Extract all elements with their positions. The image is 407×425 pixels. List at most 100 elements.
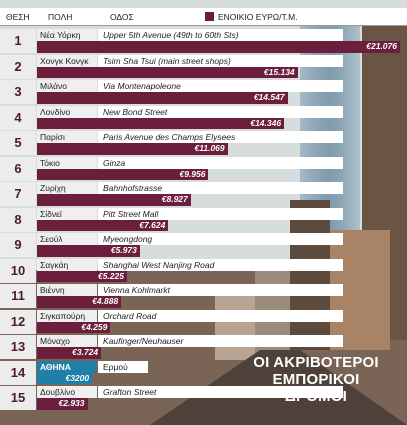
table-row: 3 Μιλάνο Via Montenapoleone €14.547 — [0, 80, 407, 106]
rank-label: 15 — [0, 386, 36, 410]
street-label: Myeongdong — [98, 233, 343, 245]
table-row: 6 Τόκιο Ginza €9.956 — [0, 156, 407, 183]
value-label: €4.888 — [92, 296, 119, 306]
city-label: Νέα Υόρκη — [37, 29, 97, 41]
street-label: Tsim Sha Tsui (main street shops) — [98, 54, 343, 67]
caption-line-1: ΟΙ ΑΚΡΙΒΟΤΕΡΟΙ — [253, 354, 379, 371]
bar — [37, 143, 228, 155]
table-row: 1 Νέα Υόρκη Upper 5th Avenue (49th to 60th… — [0, 29, 407, 55]
city-label: Σιγκαπούρη — [37, 309, 97, 322]
rank-label: 4 — [0, 105, 36, 130]
table-header: ΘΕΣΗ ΠΟΛΗ ΟΔΟΣ ΕΝΟΙΚΙΟ ΕΥΡΩ/Τ.Μ. — [0, 8, 407, 26]
rank-label: 13 — [0, 335, 36, 359]
value-label: €3.724 — [72, 347, 99, 357]
street-label: Vienna Kohlmarkt — [98, 284, 343, 296]
bar — [37, 41, 400, 53]
street-label: Via Montenapoleone — [98, 80, 343, 92]
street-label: Grafton Street — [98, 386, 343, 398]
table-row: 10 Σαγκάη Shanghai West Nanjing Road €5.225 — [0, 258, 407, 285]
street-label: Ερμού — [98, 360, 148, 373]
city-label: Σίδνεϊ — [37, 207, 97, 220]
street-label: Bahnhofstrasse — [98, 182, 343, 194]
table-row: 14 ΑΘΗΝΑ Ερμού €3200 — [0, 360, 407, 387]
legend-label: ΕΝΟΙΚΙΟ ΕΥΡΩ/Τ.Μ. — [218, 12, 298, 22]
bar — [37, 321, 111, 333]
table-row: 15 Δουβλίνο Grafton Street €2.933 — [0, 386, 407, 412]
rank-label: 5 — [0, 131, 36, 155]
city-label: Σαγκάη — [37, 258, 97, 271]
table-row: 7 Ζυρίχη Bahnhofstrasse €8.927 — [0, 182, 407, 208]
value-label: €5.973 — [110, 245, 137, 255]
city-label: Χονγκ Κονγκ — [37, 54, 97, 67]
bar — [37, 117, 285, 129]
value-label: €8.927 — [161, 194, 188, 204]
city-label: Μιλάνο — [37, 80, 97, 92]
header-city: ΠΟΛΗ — [48, 12, 73, 22]
rank-label: 8 — [0, 207, 36, 232]
rank-label: 11 — [0, 284, 36, 308]
rank-label: 1 — [0, 29, 36, 53]
city-label: ΑΘΗΝΑ — [37, 360, 97, 373]
city-label: Τόκιο — [37, 156, 97, 169]
street-label: Kaufinger/Neuhauser — [98, 335, 343, 347]
caption-line-2: ΕΜΠΟΡΙΚΟΙ ΔΡΟΜΟΙ — [272, 371, 360, 405]
street-label: Pitt Street Mall — [98, 207, 343, 220]
table-row: 2 Χονγκ Κονγκ Tsim Sha Tsui (main street s… — [0, 54, 407, 81]
city-label: Ζυρίχη — [37, 182, 97, 194]
bar — [37, 398, 88, 410]
street-label: Ginza — [98, 156, 343, 169]
value-label: €21.076 — [366, 41, 397, 51]
bar — [37, 66, 298, 78]
table-row: 5 Παρίσι Paris Avenue des Champs Elysees €1… — [0, 131, 407, 157]
city-label: Παρίσι — [37, 131, 97, 143]
header-rank: ΘΕΣΗ — [6, 12, 30, 22]
value-label: €15.134 — [263, 66, 295, 77]
header-street: ΟΔΟΣ — [110, 12, 134, 22]
street-label: New Bond Street — [98, 105, 343, 118]
rank-label: 6 — [0, 156, 36, 181]
rank-label: 3 — [0, 80, 36, 104]
value-label: €4.259 — [81, 321, 108, 332]
bar — [37, 194, 191, 206]
value-label: €7.624 — [139, 219, 166, 230]
table-row: 4 Λονδίνο New Bond Street €14.346 — [0, 105, 407, 132]
value-label: €5.225 — [97, 270, 124, 281]
value-label: €9.956 — [179, 168, 206, 179]
table-row: 13 Μόναχο Kaufinger/Neuhauser €3.724 — [0, 335, 407, 361]
value-label: €3200 — [65, 372, 90, 383]
street-label: Shanghai West Nanjing Road — [98, 258, 343, 271]
chart-caption: ΟΙ ΑΚΡΙΒΟΤΕΡΟΙ ΕΜΠΟΡΙΚΟΙ ΔΡΟΜΟΙ — [241, 354, 391, 405]
table-row: 8 Σίδνεϊ Pitt Street Mall €7.624 — [0, 207, 407, 234]
legend-swatch — [205, 12, 214, 21]
city-label: Δουβλίνο — [37, 386, 97, 398]
bar — [37, 372, 93, 384]
value-label: €2.933 — [58, 398, 85, 408]
table-row: 9 Σεούλ Myeongdong €5.973 — [0, 233, 407, 259]
bar — [37, 92, 288, 104]
city-label: Μόναχο — [37, 335, 97, 347]
city-label: Λονδίνο — [37, 105, 97, 118]
bar — [37, 245, 140, 257]
value-label: €14.346 — [250, 117, 282, 128]
street-label: Paris Avenue des Champs Elysees — [98, 131, 343, 143]
bar — [37, 347, 102, 359]
bar — [37, 219, 169, 231]
value-label: €14.547 — [253, 92, 285, 102]
bar — [37, 270, 127, 282]
street-label: Upper 5th Avenue (49th to 60th Sts) — [98, 29, 343, 41]
rank-label: 12 — [0, 309, 36, 334]
rank-label: 10 — [0, 258, 36, 283]
rank-label: 2 — [0, 54, 36, 79]
bar — [37, 296, 122, 308]
city-label: Σεούλ — [37, 233, 97, 245]
rank-label: 7 — [0, 182, 36, 206]
street-label: Orchard Road — [98, 309, 343, 322]
value-label: €11.069 — [194, 143, 225, 153]
bar — [37, 168, 209, 180]
rank-label: 9 — [0, 233, 36, 257]
rank-label: 14 — [0, 360, 36, 385]
table-row: 11 Βιέννη Vienna Kohlmarkt €4.888 — [0, 284, 407, 310]
table-row: 12 Σιγκαπούρη Orchard Road €4.259 — [0, 309, 407, 336]
city-label: Βιέννη — [37, 284, 97, 296]
